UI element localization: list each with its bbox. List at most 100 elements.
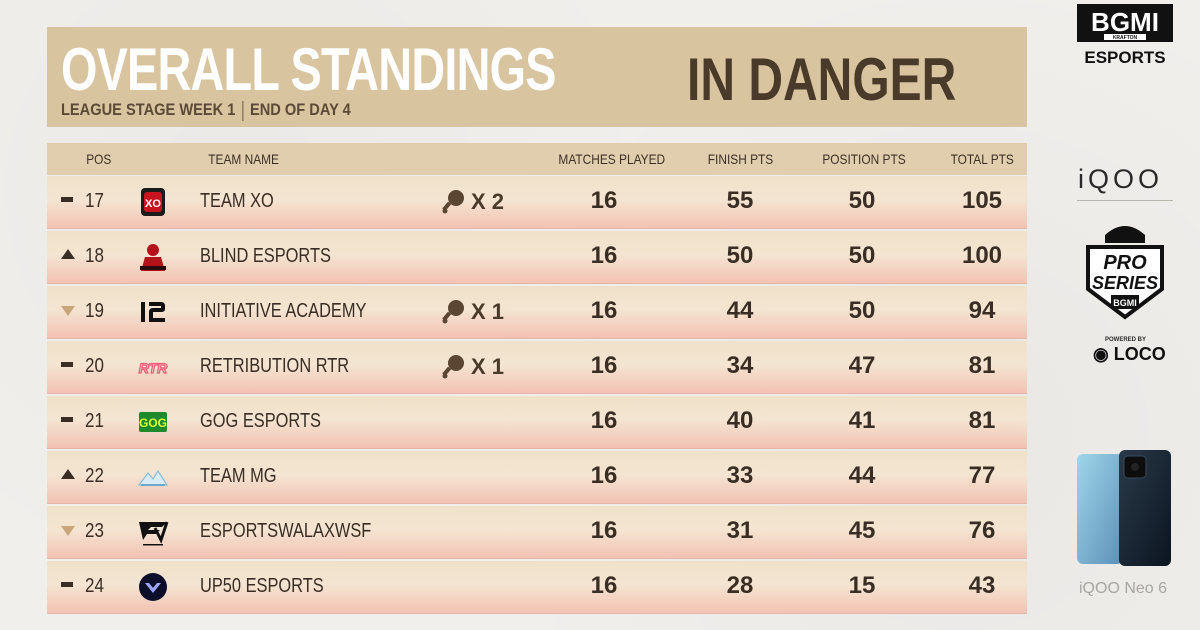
team-name: RETRIBUTION RTR [200,355,350,377]
day-label: END OF DAY 4 [249,100,351,119]
total-pts: 43 [968,572,996,599]
table-row: 24 UP50 ESPORTS 16 28 15 43 [47,561,1027,614]
loco-logo: ◉ LOCO [1093,344,1166,364]
col-position-pts: POSITION PTS [822,151,906,167]
chicken-leg-icon [442,300,464,324]
rank-up-icon [61,249,75,259]
matches-played: 16 [590,462,618,489]
helmet-icon [1105,226,1145,243]
position-pts: 50 [848,297,876,324]
col-team-name: TEAM NAME [208,151,279,167]
finish-pts: 31 [726,517,754,544]
col-pos: POS [86,151,112,167]
blind-esports-logo [135,239,171,275]
table-row: 18 BLIND ESPORTS 16 50 50 100 [47,231,1027,284]
bgmi-wordmark: BGMI [1091,7,1159,37]
total-pts: 81 [968,352,996,379]
team-name: ESPORTSWALAXWSF [200,520,372,542]
position-pts: 15 [848,572,876,599]
finish-pts: 40 [726,407,754,434]
rank-down-icon [61,526,75,536]
table-header: POS TEAM NAME MATCHES PLAYED FINISH PTS … [47,143,1027,175]
col-total-pts: TOTAL PTS [950,151,1014,167]
stage-label: LEAGUE STAGE WEEK 1 [61,100,236,119]
rank-same-icon [61,582,73,587]
chicken-leg-icon [442,355,464,379]
stage-subtitle: LEAGUE STAGE WEEK 1 END OF DAY 4 [61,100,351,122]
esports-text: ESPORTS [1084,48,1165,67]
rank-same-icon [61,362,73,367]
rank-down-icon [61,306,75,316]
rank-position: 19 [85,300,104,322]
matches-played: 16 [590,297,618,324]
col-finish-pts: FINISH PTS [707,151,774,167]
matches-played: 16 [590,187,618,214]
svg-text:RTR: RTR [139,360,168,376]
series-bgmi-text: BGMI [1113,298,1137,308]
up50-logo [135,569,171,605]
table-row: 23 ESPORTSWALAXWSF 16 31 45 76 [47,506,1027,559]
team-name: TEAM XO [200,190,274,212]
total-pts: 94 [968,297,996,324]
gog-logo: GOG [135,404,171,440]
rtr-logo: RTR [135,349,171,385]
team-name: TEAM MG [200,465,277,487]
team-xo-logo: XO [135,184,171,220]
phone-image [1077,450,1171,566]
chicken-count: X 2 [471,189,505,214]
bgmi-esports-logo: BGMI KRAFTON ESPORTS [1077,4,1173,67]
iqoo-logo: iQOO [1078,164,1164,194]
position-pts: 47 [848,352,876,379]
team-mg-logo [135,459,171,495]
powered-by-label: POWERED BY [1105,337,1147,343]
pro-text: PRO [1103,252,1147,274]
table-row: 22 TEAM MG 16 33 44 77 [47,451,1027,504]
table-row: 20 RTR RETRIBUTION RTR X 1 16 34 47 81 [47,341,1027,394]
table-row: 17 XO TEAM XO X 2 16 55 50 105 [47,176,1027,229]
table-row: 19 INITIATIVE ACADEMY X 1 16 44 50 94 [47,286,1027,339]
total-pts: 77 [968,462,996,489]
rank-position: 21 [85,410,104,432]
phone-model-label: iQOO Neo 6 [1079,580,1168,597]
subtitle-divider [242,100,244,121]
rank-position: 23 [85,520,104,542]
table-row: 21 GOG GOG ESPORTS 16 40 41 81 [47,396,1027,449]
team-name: GOG ESPORTS [200,410,321,432]
rank-position: 17 [85,190,104,212]
team-name: UP50 ESPORTS [200,575,324,597]
total-pts: 76 [968,517,996,544]
finish-pts: 28 [726,572,754,599]
rank-same-icon [61,417,73,422]
total-pts: 105 [961,187,1003,214]
initiative-logo [135,294,171,330]
total-pts: 100 [961,242,1003,269]
team-name: BLIND ESPORTS [200,245,331,267]
matches-played: 16 [590,572,618,599]
pro-series-logo: PRO SERIES BGMI [1086,226,1164,320]
rank-up-icon [61,469,75,479]
position-pts: 50 [848,187,876,214]
finish-pts: 44 [726,297,754,324]
team-name: INITIATIVE ACADEMY [200,300,367,322]
series-text: SERIES [1092,273,1158,293]
position-pts: 45 [848,517,876,544]
chicken-count: X 1 [471,354,505,379]
rank-position: 24 [85,575,104,597]
finish-pts: 34 [726,352,754,379]
finish-pts: 55 [726,187,754,214]
loco-text: LOCO [1113,344,1166,364]
position-pts: 50 [848,242,876,269]
matches-played: 16 [590,242,618,269]
matches-played: 16 [590,517,618,544]
svg-text:XO: XO [145,198,161,210]
rank-position: 18 [85,245,104,267]
rank-position: 22 [85,465,104,487]
position-pts: 44 [848,462,876,489]
rank-same-icon [61,197,73,202]
finish-pts: 33 [726,462,754,489]
total-pts: 81 [968,407,996,434]
chicken-dinner-badge: X 1 [439,297,504,327]
chicken-dinner-badge: X 2 [439,187,504,217]
page-title: OVERALL STANDINGS [61,36,556,103]
svg-text:GOG: GOG [139,416,167,430]
